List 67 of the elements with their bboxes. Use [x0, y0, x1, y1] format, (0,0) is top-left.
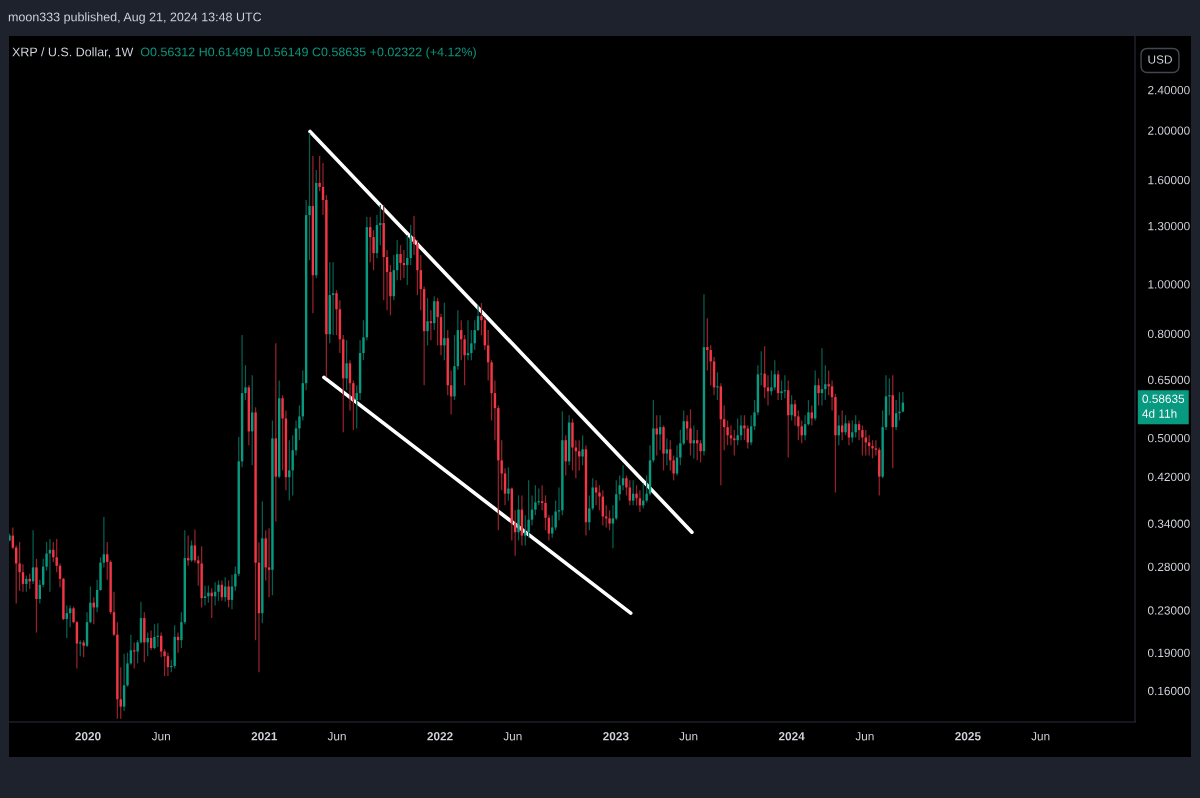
x-tick-label: 2025	[955, 732, 981, 741]
x-tick-label: 2021	[251, 732, 278, 741]
candlestick	[851, 419, 854, 444]
candlestick	[227, 579, 230, 609]
candlestick	[146, 631, 149, 657]
y-tick-label: 0.65000	[1147, 375, 1190, 385]
candlestick	[190, 539, 193, 563]
candlestick	[733, 429, 736, 457]
y-tick-label: 0.16000	[1147, 686, 1190, 696]
candlestick	[608, 509, 611, 531]
candlestick	[507, 466, 510, 502]
candlestick	[217, 579, 220, 602]
x-tick-label: Jun	[327, 732, 346, 741]
candlestick	[517, 494, 520, 542]
candlestick	[399, 244, 402, 281]
x-tick-label: 2024	[778, 732, 805, 741]
y-axis-title: USD	[1148, 55, 1172, 64]
y-tick-label: 1.00000	[1148, 280, 1190, 289]
candlestick	[153, 623, 156, 650]
candlestick	[736, 417, 739, 446]
candlestick	[331, 261, 335, 336]
candlestick	[524, 514, 527, 547]
text: moon333 published, Aug 21, 2024 13:48 UTC	[8, 12, 262, 24]
y-tick-label: 0.28000	[1147, 562, 1190, 571]
x-tick-label: Jun	[855, 732, 874, 741]
candlestick	[288, 439, 291, 502]
candlestick	[662, 424, 665, 472]
x-tick-label: 2020	[75, 732, 101, 741]
candlestick	[551, 514, 554, 539]
candlestick	[271, 419, 274, 596]
x-tick-label: Jun	[151, 732, 170, 741]
candlestick	[871, 439, 874, 460]
y-tick-label: 1.60000	[1148, 175, 1190, 185]
candlestick	[426, 297, 429, 346]
y-tick-label: 0.34000	[1147, 519, 1190, 528]
candlestick	[861, 424, 864, 457]
y-tick-label: 2.00000	[1148, 126, 1190, 135]
candlestick	[345, 339, 348, 391]
candlestick	[35, 558, 38, 634]
y-tick-label: 0.80000	[1147, 329, 1190, 339]
candlestick	[854, 414, 857, 439]
y-tick-label: 0.42000	[1147, 472, 1190, 482]
candlestick	[429, 309, 433, 341]
candlestick	[817, 377, 820, 407]
text: 0.58635 4d 11h	[1142, 394, 1185, 418]
candlestick	[581, 434, 584, 466]
candlestick	[443, 302, 446, 361]
candlestick	[9, 532, 11, 542]
candlestick	[594, 479, 598, 506]
x-tick-label: 2023	[603, 732, 629, 741]
x-tick-label: Jun	[503, 732, 522, 741]
candlestick	[716, 371, 719, 401]
x-tick-label: Jun	[679, 732, 698, 741]
y-tick-label: 0.50000	[1147, 433, 1190, 443]
candlestick	[844, 414, 847, 436]
x-tick-label: Jun	[1031, 732, 1050, 741]
candlestick	[780, 379, 783, 401]
y-tick-label: 1.30000	[1148, 221, 1190, 231]
y-tick-label: 2.40000	[1148, 85, 1190, 95]
candlestick	[689, 408, 692, 457]
x-tick-label: 2022	[427, 732, 453, 741]
y-tick-label: 0.19000	[1147, 648, 1190, 658]
y-tick-label: 0.23000	[1147, 606, 1190, 615]
text: O0.56312 H0.61499 L0.56149 C0.58635 +0.02322 (+4.12%)	[140, 47, 476, 59]
text: XRP / U.S. Dollar, 1W	[12, 47, 134, 58]
candlestick	[665, 437, 669, 466]
candlestick	[790, 394, 793, 422]
